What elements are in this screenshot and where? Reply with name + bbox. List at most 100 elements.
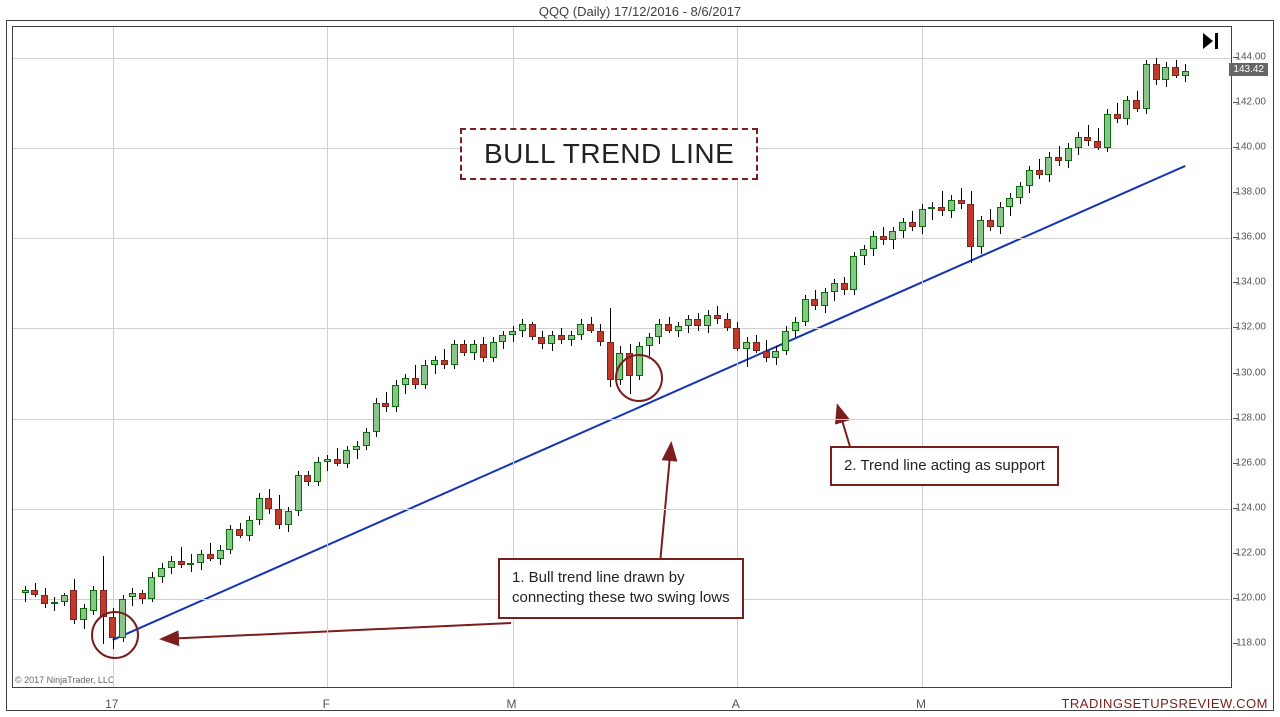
y-axis-label: 122.00 <box>1235 548 1266 559</box>
candle-body <box>256 498 263 521</box>
candle-body <box>763 351 770 358</box>
candle-body <box>441 360 448 365</box>
candle-body <box>236 529 243 536</box>
candle-body <box>782 331 789 351</box>
candle-body <box>343 450 350 464</box>
candle-body <box>772 351 779 358</box>
candle-body <box>1143 64 1150 109</box>
candle-body <box>665 324 672 331</box>
y-axis-tick <box>1233 418 1238 419</box>
candle-body <box>148 577 155 600</box>
candle-body <box>724 319 731 328</box>
y-axis-tick <box>1233 643 1238 644</box>
candle-body <box>889 231 896 240</box>
candle-body <box>997 207 1004 227</box>
candle-body <box>802 299 809 322</box>
candle-body <box>197 554 204 563</box>
candle-body <box>1162 67 1169 81</box>
candle-body <box>841 283 848 290</box>
candle-body <box>275 509 282 525</box>
candle-body <box>226 529 233 549</box>
y-axis-label: 128.00 <box>1235 412 1266 423</box>
candle-body <box>597 331 604 342</box>
x-axis-label: 17 <box>105 697 118 711</box>
candle-body <box>460 344 467 353</box>
candle-body <box>987 220 994 227</box>
candle-body <box>392 385 399 408</box>
candle-body <box>22 590 29 592</box>
candle-body <box>421 365 428 385</box>
candle-body <box>412 378 419 385</box>
candle-body <box>948 200 955 211</box>
gridline-v <box>327 27 328 687</box>
candle-body <box>285 511 292 525</box>
y-axis-tick <box>1233 282 1238 283</box>
candle-body <box>850 256 857 290</box>
candle-body <box>870 236 877 250</box>
candle-body <box>860 249 867 256</box>
candle-body <box>80 608 87 619</box>
candle-body <box>1075 137 1082 148</box>
candle-body <box>41 595 48 604</box>
y-axis-label: 136.00 <box>1235 232 1266 243</box>
annotation-box: 1. Bull trend line drawn byconnecting th… <box>498 558 744 619</box>
candle-body <box>490 342 497 358</box>
x-axis-label: M <box>916 697 926 711</box>
candle-body <box>733 328 740 348</box>
copyright-text: © 2017 NinjaTrader, LLC <box>15 675 114 685</box>
candle-body <box>1065 148 1072 162</box>
candle-body <box>304 475 311 482</box>
y-axis-tick <box>1233 192 1238 193</box>
candle-body <box>938 207 945 212</box>
annotation-main-title: BULL TREND LINE <box>460 128 758 180</box>
candle-body <box>1133 100 1140 109</box>
candle-body <box>402 378 409 385</box>
candle-body <box>1094 141 1101 148</box>
candle-body <box>334 459 341 464</box>
candle-body <box>178 561 185 566</box>
candle-body <box>967 204 974 247</box>
y-axis-tick <box>1233 598 1238 599</box>
candle-body <box>694 319 701 326</box>
candle-body <box>509 331 516 336</box>
candle-body <box>1172 67 1179 76</box>
candle-wick <box>327 455 328 471</box>
candle-body <box>314 462 321 482</box>
annotation-circle <box>91 611 139 659</box>
candle-body <box>1182 71 1189 76</box>
y-axis-tick <box>1233 237 1238 238</box>
candle-wick <box>435 356 436 374</box>
y-axis-tick <box>1233 147 1238 148</box>
annotation-box: 2. Trend line acting as support <box>830 446 1059 486</box>
candle-body <box>675 326 682 331</box>
candle-body <box>919 209 926 227</box>
y-axis-label: 142.00 <box>1235 96 1266 107</box>
y-axis-label: 140.00 <box>1235 141 1266 152</box>
candle-body <box>909 222 916 227</box>
candle-body <box>499 335 506 342</box>
candle-body <box>168 561 175 568</box>
candle-wick <box>942 191 943 216</box>
candle-body <box>295 475 302 511</box>
candle-body <box>31 590 38 595</box>
candle-body <box>480 344 487 358</box>
candle-body <box>1084 137 1091 142</box>
candle-body <box>558 335 565 340</box>
candle-body <box>129 593 136 598</box>
candle-body <box>519 324 526 331</box>
gridline-v <box>922 27 923 687</box>
candle-body <box>646 337 653 346</box>
candle-wick <box>1117 103 1118 123</box>
gridline-h <box>13 419 1231 420</box>
annotation-circle <box>615 354 663 402</box>
candle-body <box>568 335 575 340</box>
gridline-h <box>13 58 1231 59</box>
candle-body <box>187 563 194 565</box>
candle-body <box>324 459 331 461</box>
annotation-arrow <box>163 623 511 639</box>
y-axis-tick <box>1233 327 1238 328</box>
last-bar-icon[interactable] <box>1203 33 1221 54</box>
candle-body <box>363 432 370 446</box>
x-axis-label: M <box>507 697 517 711</box>
candle-body <box>704 315 711 326</box>
